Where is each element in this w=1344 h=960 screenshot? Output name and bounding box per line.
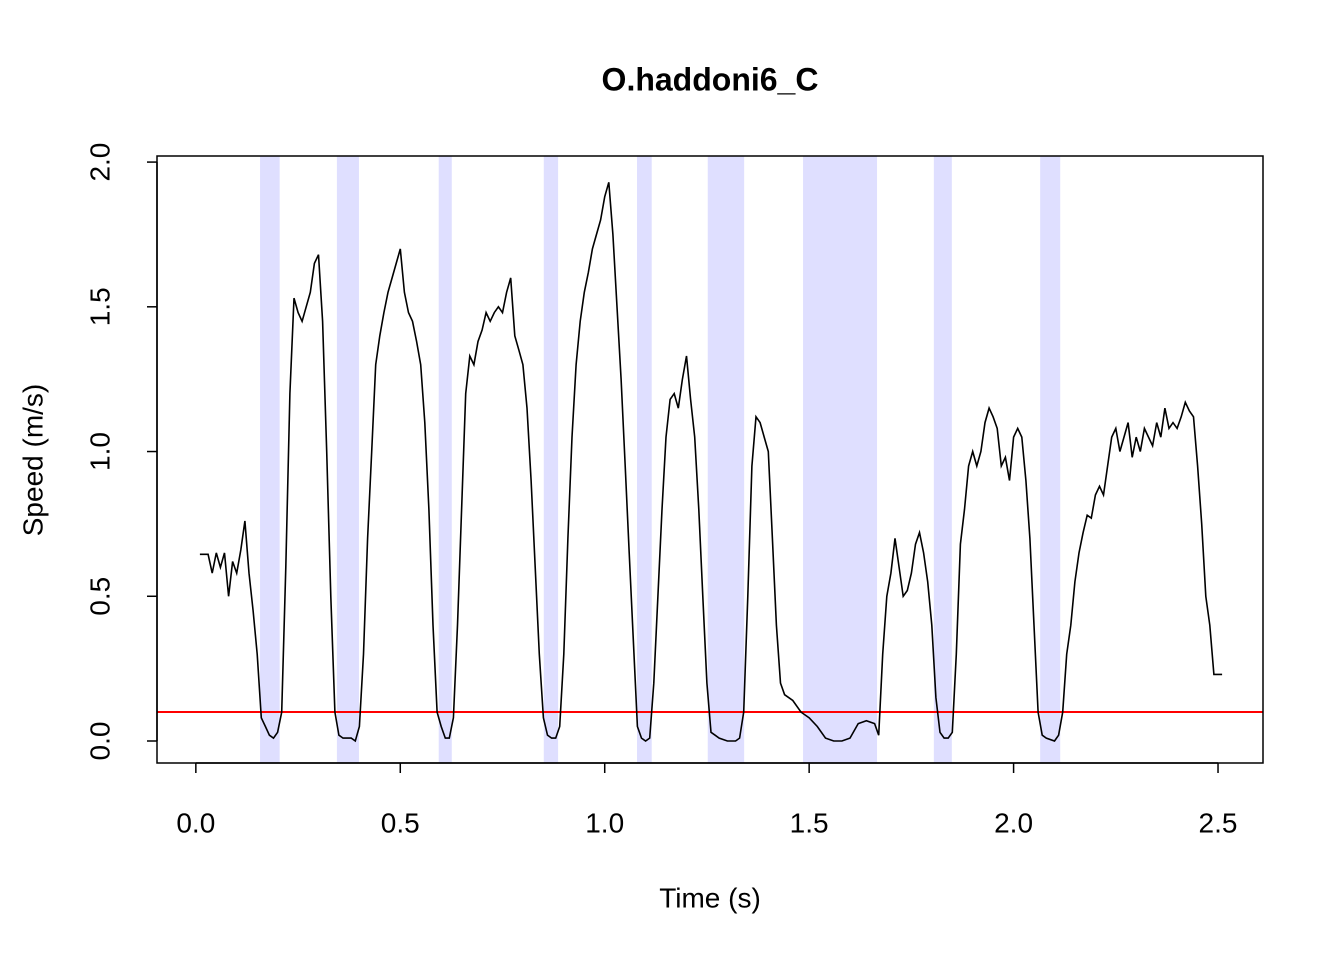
highlight-region — [707, 156, 745, 763]
highlight-region — [803, 156, 878, 763]
y-tick-label: 1.0 — [84, 432, 115, 471]
highlight-region — [637, 156, 652, 763]
x-tick-label: 0.5 — [381, 807, 420, 838]
y-tick-label: 0.5 — [84, 577, 115, 616]
y-tick-label: 2.0 — [84, 143, 115, 182]
y-tick-label: 1.5 — [84, 287, 115, 326]
highlight-region — [438, 156, 452, 763]
x-tick-label: 1.5 — [790, 807, 829, 838]
chart-title: O.haddoni6_C — [602, 61, 819, 97]
x-tick-label: 2.0 — [994, 807, 1033, 838]
x-tick-label: 2.5 — [1199, 807, 1238, 838]
x-axis-label: Time (s) — [659, 882, 761, 913]
highlight-region — [543, 156, 559, 763]
y-tick-label: 0.0 — [84, 722, 115, 761]
x-tick-label: 0.0 — [176, 807, 215, 838]
y-axis-label: Speed (m/s) — [17, 384, 48, 537]
highlight-region — [260, 156, 280, 763]
speed-line — [199, 182, 1223, 743]
highlight-region — [336, 156, 359, 763]
highlight-region — [933, 156, 952, 763]
x-tick-label: 1.0 — [585, 807, 624, 838]
highlight-region — [1040, 156, 1061, 763]
